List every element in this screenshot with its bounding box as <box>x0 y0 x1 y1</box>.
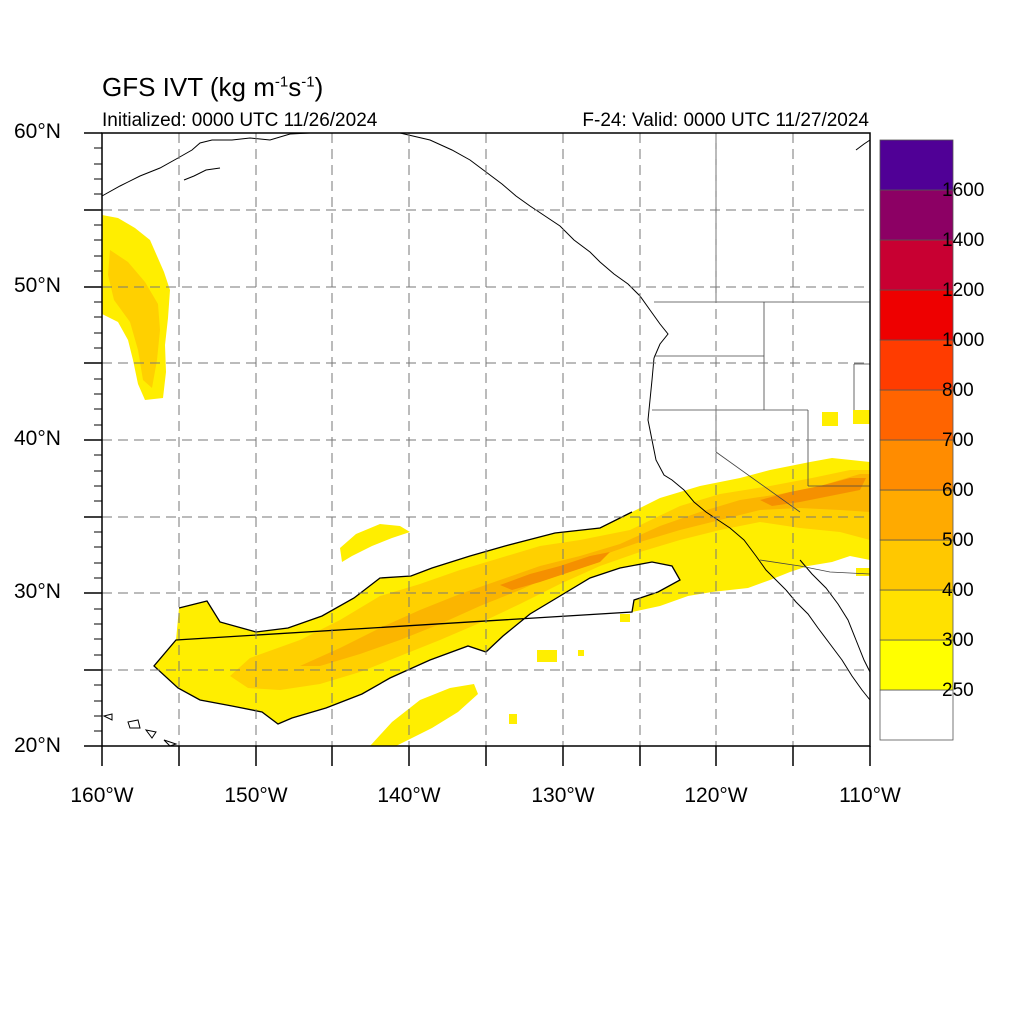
colorbar-label-1000: 1000 <box>942 330 985 351</box>
coastlines <box>101 132 871 701</box>
lat-label-60n: 60°N <box>14 120 61 143</box>
axis-minor-ticks <box>94 147 102 732</box>
ivt-patch-small-8 <box>822 412 838 426</box>
colorbar-swatch <box>879 539 954 591</box>
colorbar-label-600: 600 <box>942 480 974 501</box>
ivt-patch-small-9 <box>620 614 630 622</box>
us-mexico-border <box>759 559 871 575</box>
lon-label-120w: 120°W <box>684 784 748 807</box>
init-time-label: Initialized: 0000 UTC 11/26/2024 <box>102 110 378 131</box>
axis-ticks <box>84 132 871 766</box>
colorbar-label-700: 700 <box>942 430 974 451</box>
lon-label-150w: 150°W <box>224 784 288 807</box>
hudson-region-coast <box>855 139 871 151</box>
colorbar-swatch <box>879 589 954 641</box>
valid-time-label: F-24: Valid: 0000 UTC 11/27/2024 <box>582 110 869 131</box>
chart-title: GFS IVT (kg m-1s-1) <box>102 72 324 102</box>
alaska-coast <box>101 132 311 197</box>
colorbar <box>879 139 954 741</box>
colorbar-label-1200: 1200 <box>942 280 985 301</box>
map-plot-area <box>84 132 871 766</box>
gridlines <box>102 133 870 746</box>
ivt-patch-small-3 <box>537 650 557 662</box>
ivt-patch-small-2 <box>370 684 478 746</box>
colorbar-label-1400: 1400 <box>942 230 985 251</box>
hawaii-islands <box>102 713 178 747</box>
lon-label-160w: 160°W <box>70 784 134 807</box>
colorbar-label-250: 250 <box>942 680 974 701</box>
montana-line <box>853 363 870 410</box>
bc-coast <box>399 132 669 359</box>
ivt-patch-small-6 <box>853 410 870 424</box>
ivt-patch-small-1 <box>340 524 410 562</box>
colorbar-label-1600: 1600 <box>942 180 985 201</box>
political-borders <box>652 133 871 575</box>
lon-label-130w: 130°W <box>531 784 595 807</box>
ivt-atmospheric-river-peak <box>500 478 866 590</box>
colorbar-swatch <box>879 289 954 341</box>
ivt-patch-northwest-core <box>108 250 160 388</box>
colorbar-swatch <box>879 439 954 491</box>
colorbar-label-500: 500 <box>942 530 974 551</box>
lat-label-20n: 20°N <box>14 734 61 757</box>
ivt-patch-small-4 <box>509 714 517 724</box>
colorbar-swatch <box>879 389 954 441</box>
colorbar-swatch <box>879 489 954 541</box>
lon-label-110w: 110°W <box>839 784 901 807</box>
colorbar-swatch <box>879 139 954 191</box>
ivt-contour-outline <box>153 511 681 725</box>
baja-coast <box>785 589 871 701</box>
mexico-mainland <box>799 559 871 673</box>
ivt-atmospheric-river-core <box>300 474 870 666</box>
ivt-patch-small-5 <box>578 650 584 656</box>
colorbar-swatch <box>879 339 954 391</box>
ivt-patch-small-7 <box>856 568 870 576</box>
lat-label-40n: 40°N <box>14 427 61 450</box>
lat-label-50n: 50°N <box>14 274 61 297</box>
colorbar-label-400: 400 <box>942 580 974 601</box>
west-coast-us <box>647 357 787 591</box>
lon-label-140w: 140°W <box>377 784 441 807</box>
lat-label-30n: 30°N <box>14 580 61 603</box>
colorbar-label-800: 800 <box>942 380 974 401</box>
colorbar-label-300: 300 <box>942 630 974 651</box>
